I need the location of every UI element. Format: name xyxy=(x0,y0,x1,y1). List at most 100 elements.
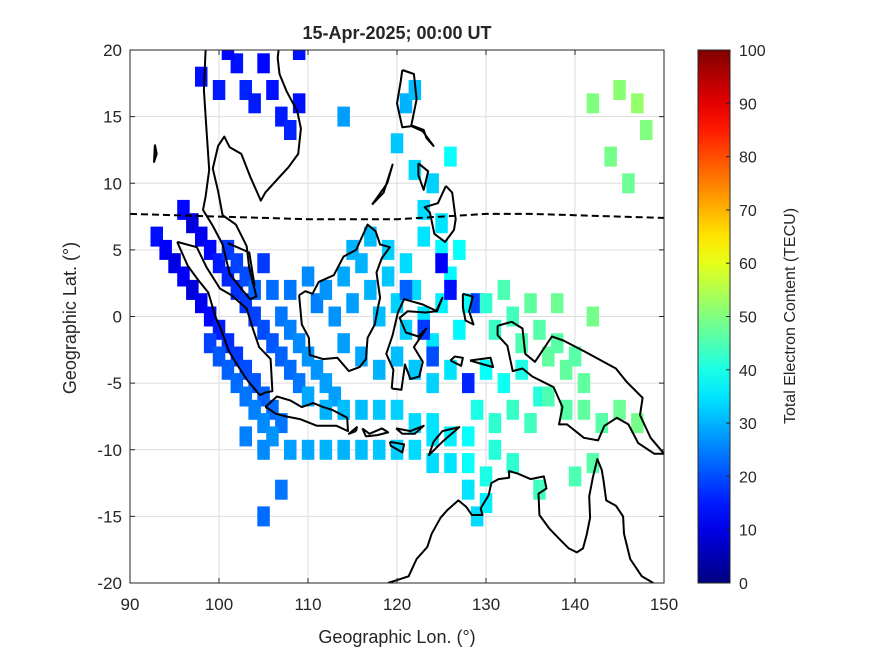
tec-cell xyxy=(444,359,457,380)
x-tick-label: 90 xyxy=(121,595,140,614)
tec-cell xyxy=(257,439,270,460)
coastline xyxy=(227,242,256,287)
tec-cell xyxy=(515,333,528,354)
tec-cell xyxy=(426,346,439,367)
tec-cell xyxy=(337,333,350,354)
y-tick-label: -20 xyxy=(97,574,122,593)
tec-cell xyxy=(417,199,430,220)
tec-cell xyxy=(568,466,582,487)
y-axis-label: Geographic Lat. (°) xyxy=(60,242,80,394)
tec-cell xyxy=(506,453,519,474)
y-tick-label: 20 xyxy=(103,41,122,60)
magnetic-equator xyxy=(130,212,664,221)
tec-cell xyxy=(515,359,528,380)
magnetic-equator-line xyxy=(130,212,664,221)
tec-cell xyxy=(319,399,333,420)
coastline xyxy=(298,223,391,373)
tec-cell xyxy=(462,453,475,474)
y-tick-label: -15 xyxy=(97,507,122,526)
tec-cell xyxy=(586,306,600,327)
tec-cell xyxy=(524,293,537,314)
tec-cell xyxy=(390,346,404,367)
tec-cell xyxy=(551,293,564,314)
tec-cell xyxy=(346,239,359,260)
tec-cell xyxy=(462,479,475,500)
colorbar-tick-label: 60 xyxy=(739,256,757,273)
tec-cell xyxy=(631,93,644,114)
tec-cell xyxy=(462,426,475,447)
tec-cell xyxy=(301,266,315,287)
tec-cell xyxy=(373,359,386,380)
colorbar-tick-label: 0 xyxy=(739,576,748,593)
coastlines xyxy=(153,50,664,583)
tec-cell xyxy=(337,106,350,127)
coastline xyxy=(496,320,664,455)
y-tick-label: 0 xyxy=(113,308,122,327)
tec-cell xyxy=(497,373,511,394)
tec-cell xyxy=(631,413,644,434)
tec-cell xyxy=(595,413,608,434)
x-tick-label: 130 xyxy=(472,595,500,614)
x-tick-label: 110 xyxy=(294,595,321,614)
tec-cell xyxy=(212,80,226,100)
x-tick-label: 150 xyxy=(650,595,678,614)
colorbar-tick-label: 50 xyxy=(739,310,757,327)
tec-cell xyxy=(319,439,333,460)
tec-cell xyxy=(328,306,341,327)
tec-cell xyxy=(568,346,582,367)
tec-cell xyxy=(613,399,626,420)
tec-cell xyxy=(284,120,297,140)
tec-cell xyxy=(373,439,386,460)
tec-cell xyxy=(257,253,270,274)
tec-cell xyxy=(542,386,555,407)
coastline xyxy=(264,395,349,433)
colorbar-tick-label: 90 xyxy=(739,96,757,113)
coastline xyxy=(153,144,158,163)
coastline xyxy=(428,426,461,457)
tec-cell xyxy=(479,293,493,314)
tec-cell xyxy=(479,359,493,380)
colorbar-tick-label: 40 xyxy=(739,363,757,380)
tec-cell xyxy=(488,439,502,460)
tec-cell xyxy=(408,439,422,460)
tec-cell xyxy=(577,399,591,420)
tec-cell xyxy=(479,466,493,487)
tec-cell xyxy=(506,399,519,420)
tec-cell xyxy=(257,53,270,74)
colorbar-tick-label: 70 xyxy=(739,203,757,220)
tec-cells xyxy=(150,50,653,527)
coastline xyxy=(347,426,358,435)
tec-cell xyxy=(435,213,448,234)
tec-cell xyxy=(586,93,600,114)
colorbar-ticks: 0 10 20 30 40 50 60 70 80 90 100 xyxy=(726,43,766,593)
tec-cell xyxy=(381,266,395,287)
colorbar-label: Total Electron Content (TECU) xyxy=(782,208,799,424)
tec-cell xyxy=(257,506,270,527)
tec-cell xyxy=(577,373,591,394)
tec-cell xyxy=(337,439,350,460)
x-axis-label: Geographic Lon. (°) xyxy=(318,627,475,647)
tec-cell xyxy=(479,493,493,514)
tec-cell xyxy=(426,373,439,394)
tec-cell xyxy=(275,479,288,500)
tec-cell xyxy=(559,399,573,420)
y-tick-label: 10 xyxy=(103,174,122,193)
coastline xyxy=(387,458,654,583)
coastline xyxy=(395,424,425,435)
tec-cell xyxy=(284,439,297,460)
colorbar-tick-label: 10 xyxy=(739,523,757,540)
tec-cell xyxy=(221,50,235,60)
x-tick-label: 140 xyxy=(561,595,589,614)
colorbar-tick-label: 20 xyxy=(739,469,757,486)
tec-cell xyxy=(497,279,511,300)
coastline xyxy=(385,296,444,391)
tec-cell xyxy=(640,120,653,140)
tec-cell xyxy=(292,50,306,60)
tec-cell xyxy=(239,426,252,447)
tec-cell xyxy=(462,373,475,394)
tec-cell xyxy=(355,399,368,420)
tec-cell xyxy=(453,319,466,340)
tec-cell xyxy=(373,399,386,420)
tec-cell xyxy=(301,386,315,407)
